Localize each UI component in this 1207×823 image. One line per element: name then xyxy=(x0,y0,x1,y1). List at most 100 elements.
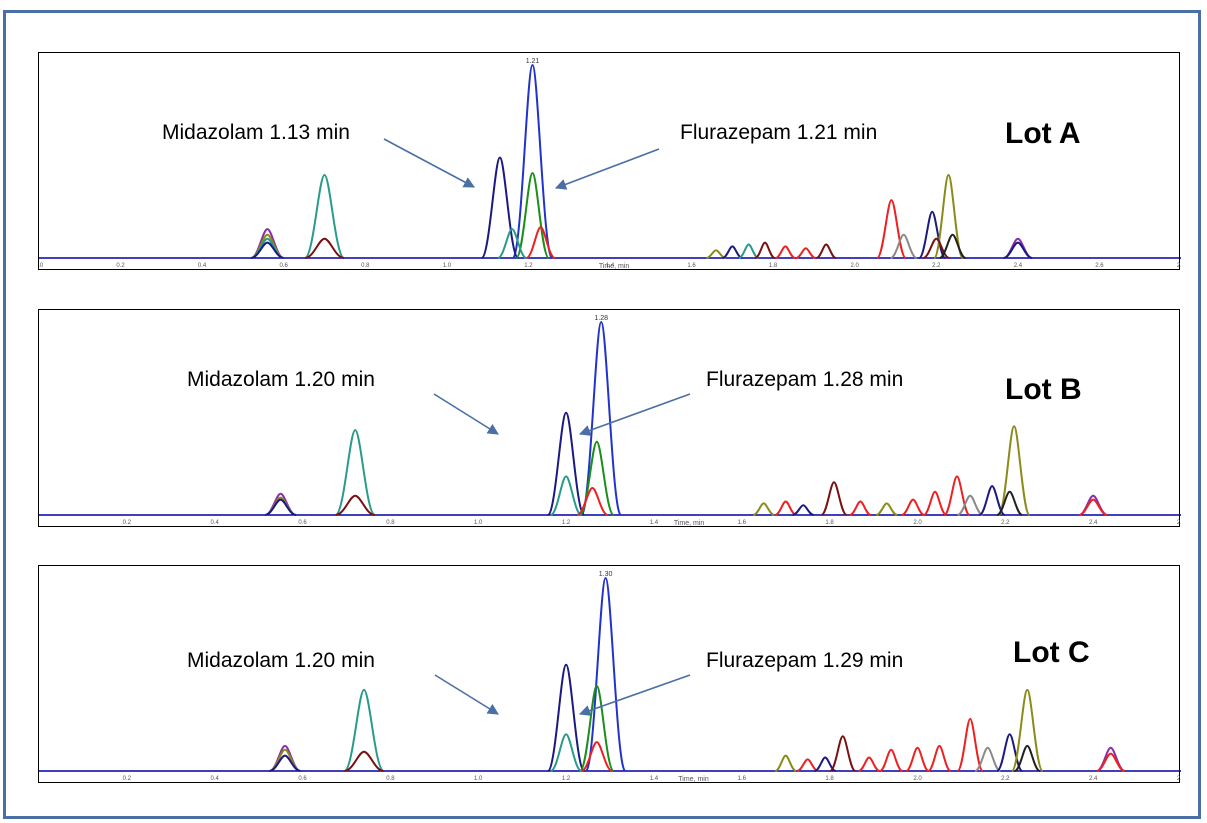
peak-lot-a-19 xyxy=(890,233,918,259)
x-tick-label-lot-a: 2.0 xyxy=(851,263,860,269)
peak-lot-c-9 xyxy=(269,754,301,772)
peak-lot-c-15 xyxy=(879,748,903,772)
peak-lot-a-3 xyxy=(497,228,527,259)
x-tick-label-lot-b: 0.6 xyxy=(298,520,307,526)
peak-lot-b-15 xyxy=(875,502,898,516)
apex-label-lot-c: 1.30 xyxy=(599,571,613,578)
peak-lot-a-14 xyxy=(754,241,776,259)
peak-lot-b-19 xyxy=(957,494,984,516)
peak-lot-b-6 xyxy=(335,494,376,516)
x-tick-label-lot-a: 2.6 xyxy=(1095,263,1104,269)
peak-lot-b-16 xyxy=(901,498,925,516)
peak-lot-a-11 xyxy=(706,249,726,259)
peak-lot-a-15 xyxy=(775,245,796,259)
peak-lot-a-6 xyxy=(304,237,345,259)
peak-lot-b-12 xyxy=(792,504,815,516)
figure-frame xyxy=(3,10,1201,819)
peak-lot-b-0 xyxy=(580,321,622,516)
lot-label-a: Lot A xyxy=(1005,117,1081,150)
peak-lot-c-0 xyxy=(584,577,627,772)
figure-title-sliver xyxy=(0,0,1207,10)
x-tick-label-lot-b: 2.0 xyxy=(913,520,922,526)
x-tick-label-lot-c: 2.0 xyxy=(913,776,922,782)
peak-lot-a-21 xyxy=(933,174,964,259)
x-tick-label-lot-c: 1.4 xyxy=(650,776,659,782)
x-tick-label-lot-a: 2.2 xyxy=(932,263,941,269)
peak-lot-c-4 xyxy=(580,741,613,772)
x-tick-label-lot-b: 1.2 xyxy=(562,520,571,526)
peak-lot-a-10 xyxy=(250,241,284,259)
flurazepam-annotation-c: Flurazepam 1.29 min xyxy=(706,649,904,672)
x-tick-label-lot-a: 0.4 xyxy=(198,263,207,269)
flurazepam-annotation-a: Flurazepam 1.21 min xyxy=(680,121,878,144)
x-tick-label-lot-c: 1.0 xyxy=(474,776,483,782)
x-tick-label-lot-a: 1.2 xyxy=(524,263,533,269)
x-tick-label-lot-a: 0.2 xyxy=(116,263,125,269)
x-tick-label-lot-a: 1.8 xyxy=(769,263,778,269)
x-tick-label-lot-a: 2.4 xyxy=(1014,263,1023,269)
x-tick-label-lot-a: 0.6 xyxy=(280,263,289,269)
chromatogram-panel-lot-b: 0.2 0.4 0.6 0.8 1.0 1.2 1.4 1.6 1.8 2.0 2.2 2.4 2.6 T… xyxy=(38,309,1181,527)
lot-label-c: Lot C xyxy=(1013,636,1090,669)
x-tick-label-lot-c: 2.2 xyxy=(1001,776,1010,782)
peak-lot-c-3 xyxy=(550,733,583,772)
peak-lot-c-21 xyxy=(1010,688,1044,772)
peak-lot-c-6 xyxy=(344,750,384,772)
x-tick-label-lot-c: 1.8 xyxy=(825,776,834,782)
peak-lot-a-1 xyxy=(480,156,520,259)
peak-lot-a-13 xyxy=(738,243,759,259)
peak-lot-c-14 xyxy=(858,756,881,772)
peak-lot-a-12 xyxy=(722,245,743,259)
peak-lot-c-5 xyxy=(343,688,385,772)
x-tick-label-lot-b: 1.6 xyxy=(738,520,747,526)
peak-lot-a-16 xyxy=(795,247,816,259)
chromatogram-svg-lot-a: 0.0 0.2 0.4 0.6 0.8 1.0 1.2 1.4 1.6 1.8 2.0 2.2 2.4 2… xyxy=(39,58,1181,270)
peak-lot-c-18 xyxy=(956,717,984,772)
peak-lot-b-3 xyxy=(550,475,583,516)
x-tick-label-lot-a: 1.0 xyxy=(443,263,452,269)
x-axis-label-lot-a: Time, min xyxy=(599,263,630,270)
peak-lot-a-17 xyxy=(816,243,837,259)
peak-lot-c-1 xyxy=(546,663,586,772)
chromatogram-svg-lot-c: 0.2 0.4 0.6 0.8 1.0 1.2 1.4 1.6 1.8 2.0 2.2 2.4 2.6 T… xyxy=(39,571,1181,783)
peak-lot-b-18 xyxy=(943,475,971,516)
x-tick-label-lot-b: 1.4 xyxy=(650,520,659,526)
x-tick-label-lot-b: 1.0 xyxy=(474,520,483,526)
peak-lot-b-1 xyxy=(546,411,586,516)
peak-lot-c-2 xyxy=(579,685,615,772)
peak-lot-b-17 xyxy=(923,490,947,516)
x-tick-label-lot-a: 0.0 xyxy=(39,263,44,269)
peak-lot-b-22 xyxy=(996,490,1023,516)
peak-lot-c-16 xyxy=(905,746,930,772)
peak-lot-c-17 xyxy=(927,744,952,772)
x-tick-label-lot-a: 1.6 xyxy=(687,263,696,269)
peak-lot-c-10 xyxy=(774,754,797,772)
flurazepam-arrow-lot-a xyxy=(554,148,660,190)
peak-lot-a-0 xyxy=(511,64,554,259)
peak-lot-b-13 xyxy=(820,481,848,516)
peak-lot-a-25 xyxy=(1003,241,1033,259)
peak-lot-a-4 xyxy=(525,226,556,259)
peak-lot-b-14 xyxy=(849,500,872,516)
x-tick-label-lot-b: 0.4 xyxy=(211,520,220,526)
x-tick-label-lot-a: 2.8 xyxy=(1177,263,1181,269)
peak-lot-c-22 xyxy=(1014,744,1041,772)
peak-lot-a-5 xyxy=(303,174,346,259)
peak-lot-c-20 xyxy=(996,733,1024,772)
chromatogram-svg-lot-b: 0.2 0.4 0.6 0.8 1.0 1.2 1.4 1.6 1.8 2.0 2.2 2.4 2.6 T… xyxy=(39,315,1181,527)
x-tick-label-lot-c: 1.6 xyxy=(738,776,747,782)
x-tick-label-lot-b: 2.6 xyxy=(1177,520,1181,526)
peak-lot-b-9 xyxy=(264,498,297,516)
peak-lot-c-19 xyxy=(974,746,1001,772)
x-tick-label-lot-c: 0.4 xyxy=(211,776,220,782)
x-tick-label-lot-a: 1.4 xyxy=(606,263,615,269)
x-tick-label-lot-c: 0.8 xyxy=(386,776,395,782)
apex-label-lot-a: 1.21 xyxy=(526,58,540,65)
peak-lot-b-10 xyxy=(752,502,775,516)
flurazepam-annotation-b: Flurazepam 1.28 min xyxy=(706,368,904,391)
peak-lot-a-20 xyxy=(918,210,947,259)
lot-label-b: Lot B xyxy=(1005,373,1082,406)
peak-lot-a-23 xyxy=(939,233,967,259)
flurazepam-arrow-lot-b xyxy=(578,393,691,436)
midazolam-annotation-c: Midazolam 1.20 min xyxy=(187,649,375,672)
